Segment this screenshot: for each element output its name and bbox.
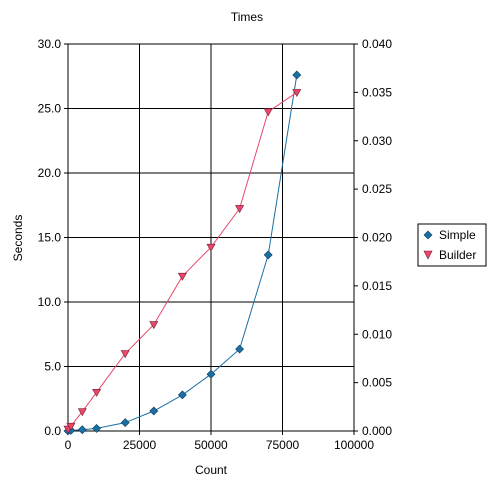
series-layer [63,70,302,436]
data-point-builder [66,422,76,431]
data-point-simple [292,70,302,80]
x-tick-label: 25000 [123,438,157,452]
data-point-simple [235,344,245,354]
tick-labels: 0.0 5.0 10.0 15.0 20.0 25.0 30.0 0.000 0.005 0.01… [38,37,393,452]
data-point-builder [235,205,245,214]
y2-tick-label: 0.005 [362,376,392,390]
y-axis-label: Seconds [11,215,25,262]
data-point-simple [92,423,102,433]
legend-simple-label: Simple [439,228,476,242]
data-point-builder [177,272,187,281]
data-point-builder [120,350,130,359]
y-tick-label: 20.0 [38,166,62,180]
data-point-builder [292,89,302,97]
y-tick-label: 30.0 [38,37,62,51]
data-point-simple [149,406,159,416]
y-tick-label: 5.0 [44,360,61,374]
y2-tick-label: 0.000 [362,424,392,438]
data-point-builder [263,108,273,117]
x-axis-label: Count [195,463,228,477]
y2-tick-label: 0.035 [362,85,392,99]
legend-box [417,223,487,267]
data-point-builder [92,388,102,397]
data-point-simple [206,369,216,379]
y2-tick-label: 0.010 [362,327,392,341]
y-tick-label: 25.0 [38,102,62,116]
y-tick-label: 15.0 [38,231,62,245]
data-point-builder [77,408,87,417]
y2-tick-label: 0.030 [362,134,392,148]
x-tick-label: 100000 [334,438,374,452]
chart-title: Times [231,10,263,24]
data-point-simple [77,425,87,435]
legend-simple-marker [423,230,433,240]
data-point-builder [206,243,216,252]
y2-tick-label: 0.040 [362,37,392,51]
y2-tick-label: 0.025 [362,182,392,196]
y2-tick-label: 0.020 [362,231,392,245]
legend-builder-label: Builder [439,248,476,262]
x-tick-label: 50000 [194,438,228,452]
data-point-simple [120,418,130,428]
data-point-simple [177,390,187,400]
x-tick-label: 0 [65,438,72,452]
x-tick-label: 75000 [266,438,300,452]
legend: Simple Builder [417,223,487,267]
legend-builder-marker [423,250,433,260]
y-tick-label: 0.0 [44,424,61,438]
data-point-simple [263,250,273,260]
y2-tick-label: 0.015 [362,279,392,293]
data-point-builder [149,321,159,330]
y-tick-label: 10.0 [38,295,62,309]
